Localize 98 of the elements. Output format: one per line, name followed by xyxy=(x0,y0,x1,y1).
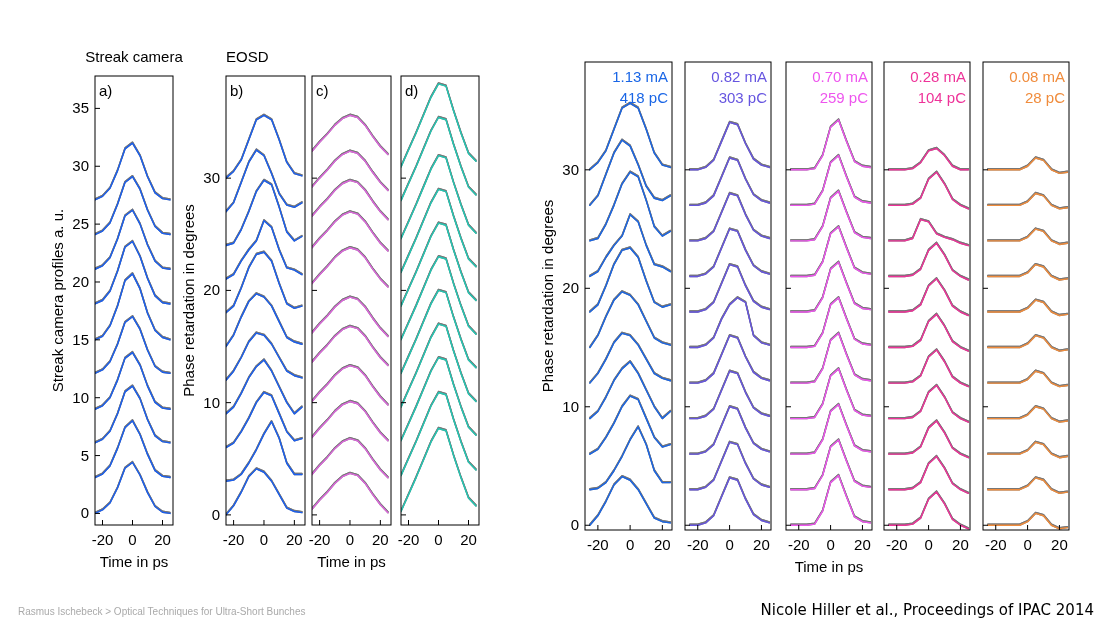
line-series xyxy=(95,209,171,270)
x-tick-label: 20 xyxy=(286,531,303,548)
line-series xyxy=(95,316,171,375)
line-series xyxy=(226,179,303,247)
line-series xyxy=(226,332,303,381)
line-series xyxy=(226,251,303,314)
x-axis-title: Time in ps xyxy=(99,553,169,570)
line-series xyxy=(95,351,171,410)
x-tick-label: 0 xyxy=(1023,536,1032,553)
y-tick-label: 30 xyxy=(203,169,220,187)
line-series xyxy=(226,359,303,415)
x-axis-title: Time in ps xyxy=(317,553,386,570)
x-tick-label: -20 xyxy=(787,536,810,553)
annotation: 418 pC xyxy=(619,89,669,106)
line-series xyxy=(589,332,672,384)
y-tick-label: 20 xyxy=(562,279,579,297)
annotation: b) xyxy=(230,82,244,99)
line-series xyxy=(226,114,303,179)
line-series xyxy=(95,385,171,444)
line-series xyxy=(226,421,303,482)
x-tick-label: 20 xyxy=(952,536,969,553)
x-tick-label: 0 xyxy=(625,536,635,553)
y-tick-label: 10 xyxy=(562,397,579,415)
line-series xyxy=(589,395,672,455)
y-tick-label: 10 xyxy=(203,393,220,411)
x-tick-label: -20 xyxy=(308,531,331,548)
x-tick-label: -20 xyxy=(885,536,908,553)
y-tick-label: 5 xyxy=(80,446,89,464)
x-tick-label: 20 xyxy=(154,531,171,548)
x-tick-label: 20 xyxy=(753,536,770,553)
line-series xyxy=(589,475,672,526)
line-series xyxy=(226,149,303,213)
annotation: a) xyxy=(99,82,113,99)
x-tick-label: -20 xyxy=(587,536,609,553)
x-tick-label: 20 xyxy=(854,536,871,553)
y-tick-label: 0 xyxy=(80,504,89,522)
y-tick-label: 0 xyxy=(570,516,579,534)
y-axis-title: Phase retardation in degrees xyxy=(539,199,556,393)
line-series xyxy=(589,139,672,207)
x-tick-label: -20 xyxy=(222,531,245,548)
x-tick-label: 0 xyxy=(924,536,933,553)
annotation: 0.08 mA xyxy=(1009,68,1065,85)
y-tick-label: 35 xyxy=(72,99,89,117)
annotation: 0.28 mA xyxy=(910,68,966,85)
line-series xyxy=(226,391,303,449)
chart-title: Streak camera xyxy=(85,48,184,65)
line-series xyxy=(95,273,171,341)
line-series xyxy=(589,247,672,313)
annotation: 303 pC xyxy=(718,89,768,106)
y-tick-label: 25 xyxy=(72,215,89,233)
annotation: 0.70 mA xyxy=(812,68,868,85)
chart-title: EOSD xyxy=(226,48,269,65)
annotation: 1.13 mA xyxy=(612,68,668,85)
line-series xyxy=(589,426,672,491)
x-tick-label: 0 xyxy=(434,531,443,548)
y-tick-label: 10 xyxy=(72,388,89,406)
line-series xyxy=(226,220,303,280)
line-series xyxy=(95,142,171,201)
x-tick-label: 20 xyxy=(372,531,389,548)
annotation: c) xyxy=(316,82,329,99)
line-series xyxy=(589,214,672,278)
y-axis-title: Phase retardation in degrees xyxy=(180,204,197,397)
line-series xyxy=(226,468,303,516)
line-series xyxy=(589,171,672,242)
line-series xyxy=(95,175,171,236)
line-series xyxy=(95,461,171,515)
annotation: 104 pC xyxy=(917,89,967,106)
annotation: 0.82 mA xyxy=(711,68,767,85)
x-tick-label: 0 xyxy=(259,531,269,548)
annotation: 28 pC xyxy=(1024,89,1066,106)
x-tick-label: 0 xyxy=(725,536,734,553)
x-tick-label: 0 xyxy=(345,531,355,548)
annotation: d) xyxy=(405,82,419,99)
y-tick-label: 20 xyxy=(203,281,220,299)
x-tick-label: 0 xyxy=(128,531,137,548)
text: Nicole Hiller et al., Proceedings of IPAC 2014 xyxy=(760,601,1094,619)
y-tick-label: 0 xyxy=(211,505,220,523)
x-tick-label: 20 xyxy=(460,531,477,548)
x-tick-label: 0 xyxy=(826,536,835,553)
y-tick-label: 30 xyxy=(562,160,579,178)
line-series xyxy=(226,293,303,348)
x-tick-label: -20 xyxy=(91,531,114,548)
y-tick-label: 30 xyxy=(72,157,89,175)
text: Rasmus Ischebeck > Optical Techniques for Ultra-Short Bunches xyxy=(18,606,306,617)
x-tick-label: 20 xyxy=(1051,536,1068,553)
x-tick-label: 20 xyxy=(653,536,671,553)
x-tick-label: -20 xyxy=(397,531,420,548)
line-series xyxy=(95,420,171,479)
x-tick-label: -20 xyxy=(984,536,1007,553)
x-tick-label: -20 xyxy=(686,536,709,553)
y-tick-label: 20 xyxy=(72,272,89,290)
line-series xyxy=(95,240,171,305)
y-axis-title: Streak camera profiles a. u. xyxy=(49,208,66,393)
y-tick-label: 15 xyxy=(72,330,89,348)
x-axis-title: Time in ps xyxy=(794,558,864,575)
line-series xyxy=(589,291,672,349)
annotation: 259 pC xyxy=(819,89,869,106)
line-series xyxy=(589,361,672,420)
